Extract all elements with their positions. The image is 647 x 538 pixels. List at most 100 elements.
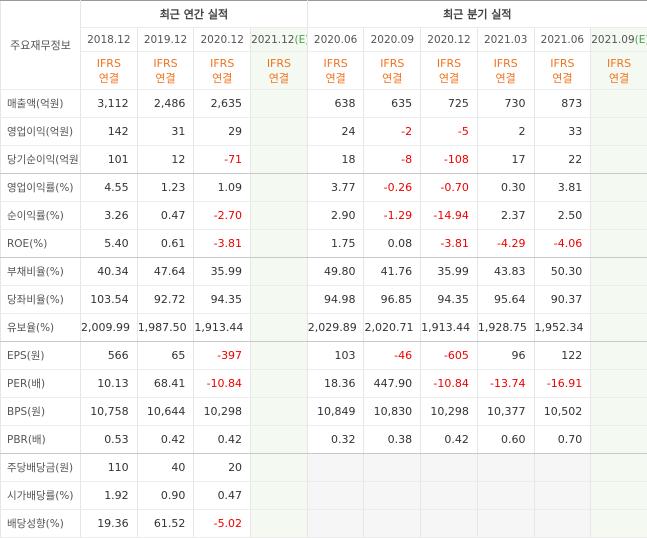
empty-cell [364,482,421,510]
accounting-standard: IFRS [308,56,364,71]
empty-cell [421,510,478,538]
empty-cell [251,482,308,510]
empty-cell [364,510,421,538]
value-cell: 1,913.44 [194,314,251,342]
value-cell: -16.91 [534,370,591,398]
value-cell: -3.81 [421,230,478,258]
consolidation: 연결 [421,71,477,86]
empty-cell [477,482,534,510]
value-cell: 142 [81,118,138,146]
empty-cell [251,370,308,398]
value-cell: 10,758 [81,398,138,426]
empty-cell [591,482,647,510]
value-cell: 41.76 [364,258,421,286]
period-header: 2021.12(E) [251,28,308,52]
value-cell: 18 [307,146,364,174]
value-cell: 3,112 [81,90,138,118]
period-header: 2021.09(E) [591,28,647,52]
accounting-standard: IFRS [364,56,420,71]
value-cell: -397 [194,342,251,370]
row-label: 영업이익률(%) [1,174,81,202]
value-cell: 50.30 [534,258,591,286]
value-cell: 0.38 [364,426,421,454]
value-cell: 0.61 [137,230,194,258]
value-cell: 40.34 [81,258,138,286]
value-cell: 35.99 [421,258,478,286]
accounting-standard: IFRS [421,56,477,71]
value-cell: 110 [81,454,138,482]
value-cell: 5.40 [81,230,138,258]
value-cell: 31 [137,118,194,146]
consolidation: 연결 [308,71,364,86]
empty-cell [591,202,647,230]
value-cell: -108 [421,146,478,174]
row-label: 당기순이익(억원) [1,146,81,174]
value-cell: -8 [364,146,421,174]
value-cell: -10.84 [421,370,478,398]
empty-cell [591,510,647,538]
period: 2019.12 [144,34,187,46]
value-cell: 1.09 [194,174,251,202]
empty-cell [251,90,308,118]
value-cell: 2,486 [137,90,194,118]
empty-cell [591,426,647,454]
value-cell: 1.23 [137,174,194,202]
empty-cell [251,258,308,286]
value-cell: -1.29 [364,202,421,230]
empty-cell [534,510,591,538]
value-cell: 10,502 [534,398,591,426]
value-cell: 0.42 [194,426,251,454]
value-cell: 18.36 [307,370,364,398]
row-label: 당좌비율(%) [1,286,81,314]
empty-cell [591,314,647,342]
empty-cell [307,454,364,482]
value-cell: 12 [137,146,194,174]
empty-cell [591,146,647,174]
value-cell: -4.06 [534,230,591,258]
empty-cell [251,230,308,258]
value-cell: 3.77 [307,174,364,202]
value-cell: 0.47 [137,202,194,230]
period-header: 2020.09 [364,28,421,52]
empty-cell [251,342,308,370]
empty-cell [534,482,591,510]
period-header: 2019.12 [137,28,194,52]
empty-cell [591,454,647,482]
period-header: 2018.12 [81,28,138,52]
value-cell: 2 [477,118,534,146]
row-title: 주요재무정보 [1,1,81,90]
row-label: 유보율(%) [1,314,81,342]
consolidation: 연결 [535,71,591,86]
value-cell: -2.70 [194,202,251,230]
period-header: 2020.12 [421,28,478,52]
value-cell: 101 [81,146,138,174]
row-label: PER(배) [1,370,81,398]
empty-cell [251,174,308,202]
empty-cell [251,314,308,342]
period-header: 2021.03 [477,28,534,52]
estimate-flag: (E) [294,34,307,46]
estimate-flag: (E) [635,34,647,46]
value-cell: 65 [137,342,194,370]
value-cell: 90.37 [534,286,591,314]
value-cell: -5.02 [194,510,251,538]
period: 2021.12 [251,34,294,46]
accounting-standard: IFRS [194,56,250,71]
empty-cell [251,510,308,538]
value-cell: 725 [421,90,478,118]
value-cell: 10,377 [477,398,534,426]
